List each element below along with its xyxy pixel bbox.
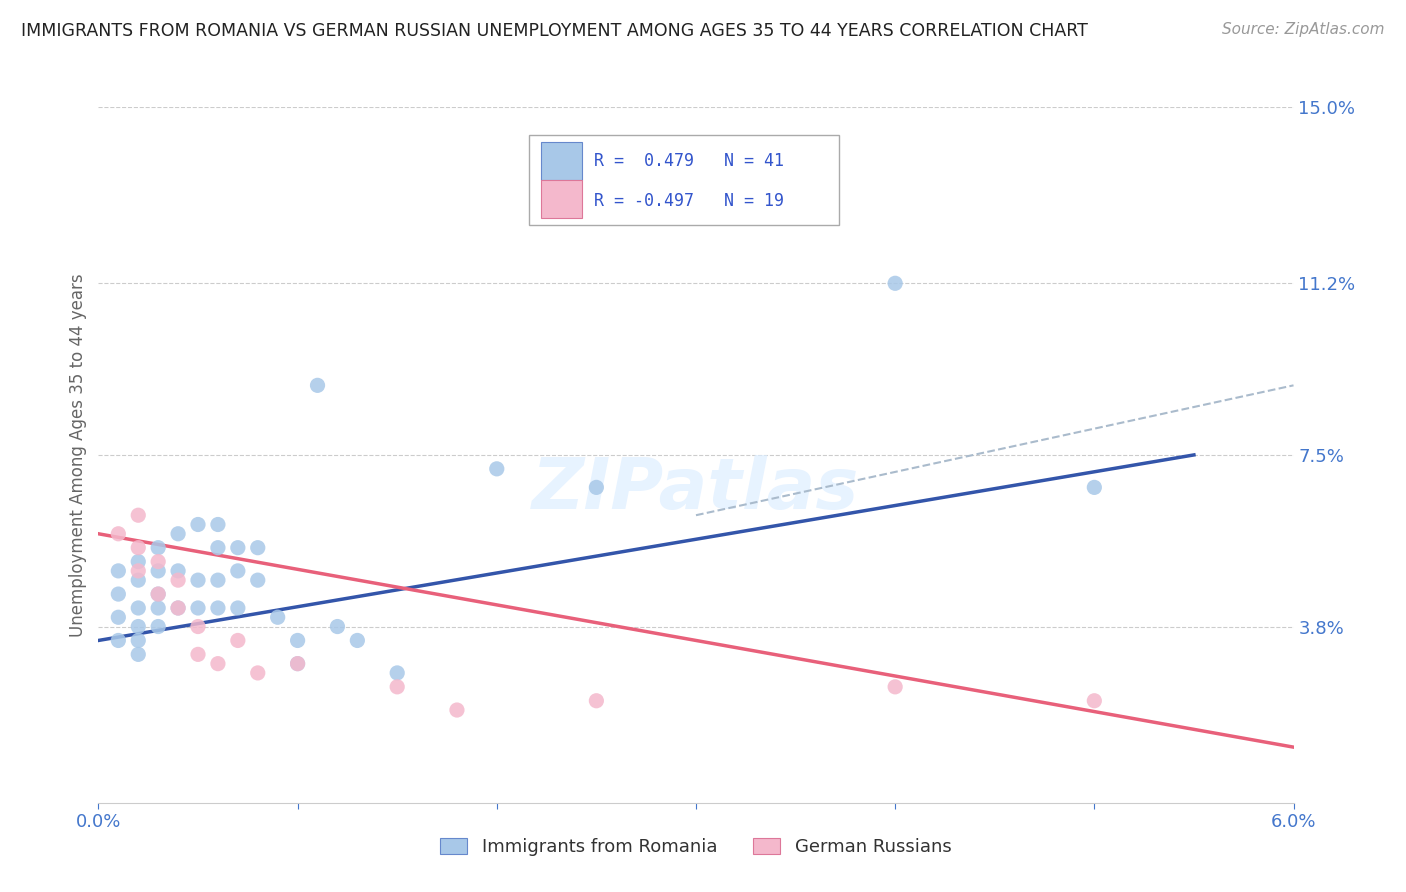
Point bbox=[207, 517, 229, 532]
Point bbox=[246, 665, 269, 680]
Point bbox=[267, 610, 290, 624]
Point bbox=[385, 680, 409, 694]
Point bbox=[246, 573, 269, 587]
Point bbox=[226, 564, 249, 578]
FancyBboxPatch shape bbox=[540, 180, 582, 219]
Point bbox=[127, 541, 149, 555]
Point bbox=[148, 587, 170, 601]
Point bbox=[246, 541, 269, 555]
Point bbox=[884, 680, 907, 694]
Point bbox=[127, 555, 149, 569]
Text: ZIPatlas: ZIPatlas bbox=[533, 455, 859, 524]
Point bbox=[287, 657, 309, 671]
Point bbox=[207, 541, 229, 555]
Point bbox=[1083, 694, 1105, 708]
Point bbox=[207, 601, 229, 615]
Point bbox=[307, 378, 329, 392]
Point bbox=[226, 601, 249, 615]
Point bbox=[326, 619, 349, 633]
Y-axis label: Unemployment Among Ages 35 to 44 years: Unemployment Among Ages 35 to 44 years bbox=[69, 273, 87, 637]
Point bbox=[107, 610, 129, 624]
Point bbox=[187, 619, 209, 633]
Point bbox=[148, 564, 170, 578]
Text: Source: ZipAtlas.com: Source: ZipAtlas.com bbox=[1222, 22, 1385, 37]
Point bbox=[107, 564, 129, 578]
Point bbox=[127, 564, 149, 578]
Point bbox=[346, 633, 368, 648]
Point bbox=[485, 462, 508, 476]
Point bbox=[127, 573, 149, 587]
Point bbox=[187, 517, 209, 532]
Point bbox=[167, 564, 190, 578]
Point bbox=[127, 633, 149, 648]
Point bbox=[446, 703, 468, 717]
Point bbox=[585, 480, 607, 494]
Point bbox=[187, 573, 209, 587]
Point bbox=[107, 526, 129, 541]
Point bbox=[127, 508, 149, 523]
Point bbox=[107, 633, 129, 648]
Point bbox=[385, 665, 409, 680]
Point bbox=[148, 555, 170, 569]
Point bbox=[148, 601, 170, 615]
Text: R = -0.497   N = 19: R = -0.497 N = 19 bbox=[595, 192, 785, 210]
Point bbox=[187, 648, 209, 662]
Point bbox=[148, 587, 170, 601]
Point bbox=[287, 633, 309, 648]
Point bbox=[1083, 480, 1105, 494]
Point bbox=[167, 573, 190, 587]
Point bbox=[207, 657, 229, 671]
Point bbox=[148, 619, 170, 633]
Point bbox=[226, 633, 249, 648]
FancyBboxPatch shape bbox=[540, 142, 582, 180]
Point bbox=[127, 648, 149, 662]
Point bbox=[167, 601, 190, 615]
Point bbox=[127, 619, 149, 633]
Point bbox=[148, 541, 170, 555]
Point bbox=[884, 277, 907, 291]
Point bbox=[207, 573, 229, 587]
Point bbox=[107, 587, 129, 601]
Point bbox=[127, 601, 149, 615]
Point bbox=[187, 601, 209, 615]
Point bbox=[167, 526, 190, 541]
Point bbox=[585, 694, 607, 708]
Legend: Immigrants from Romania, German Russians: Immigrants from Romania, German Russians bbox=[433, 830, 959, 863]
Point bbox=[226, 541, 249, 555]
FancyBboxPatch shape bbox=[529, 135, 839, 226]
Text: IMMIGRANTS FROM ROMANIA VS GERMAN RUSSIAN UNEMPLOYMENT AMONG AGES 35 TO 44 YEARS: IMMIGRANTS FROM ROMANIA VS GERMAN RUSSIA… bbox=[21, 22, 1088, 40]
Point bbox=[167, 601, 190, 615]
Text: R =  0.479   N = 41: R = 0.479 N = 41 bbox=[595, 153, 785, 170]
Point bbox=[287, 657, 309, 671]
